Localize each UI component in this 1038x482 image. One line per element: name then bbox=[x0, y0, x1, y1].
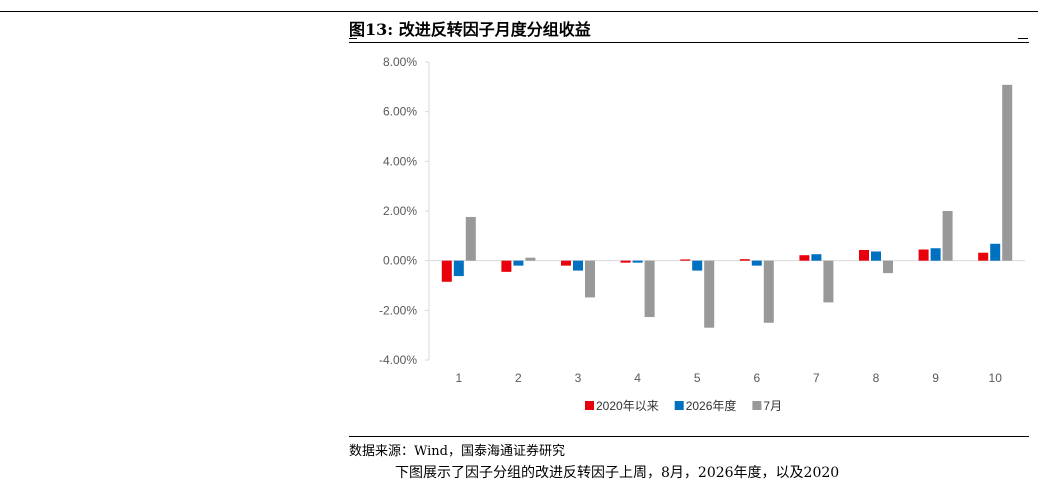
source-note: 数据来源：Wind，国泰海通证券研究 bbox=[349, 444, 565, 459]
y-tick-label: -2.00% bbox=[379, 303, 417, 317]
x-tick-label: 1 bbox=[455, 371, 462, 385]
bar bbox=[453, 260, 464, 277]
x-tick-label: 6 bbox=[753, 371, 760, 385]
legend-label: 2020年以来 bbox=[596, 399, 659, 413]
bar bbox=[942, 211, 953, 261]
legend-label: 2026年度 bbox=[686, 398, 737, 413]
x-tick-label: 8 bbox=[873, 371, 880, 385]
bar bbox=[585, 260, 595, 298]
legend: 2020年以来 2026年度 7月 bbox=[585, 398, 782, 413]
title-rule-left-mark bbox=[349, 38, 357, 39]
y-tick-label: 2.00% bbox=[383, 204, 417, 218]
bar bbox=[704, 260, 715, 328]
x-tick-label: 7 bbox=[813, 371, 820, 385]
bar bbox=[441, 260, 452, 282]
x-tick-label: 9 bbox=[932, 371, 939, 385]
bar bbox=[513, 260, 524, 266]
bar bbox=[561, 260, 571, 266]
bar bbox=[763, 260, 774, 323]
bar bbox=[811, 254, 822, 261]
bar bbox=[871, 251, 881, 261]
y-tick-label: 6.00% bbox=[383, 105, 417, 119]
legend-label: 7月 bbox=[763, 399, 782, 413]
bar bbox=[680, 259, 691, 261]
legend-swatch bbox=[585, 401, 594, 410]
bar bbox=[644, 260, 655, 318]
y-tick-label: 0.00% bbox=[383, 254, 417, 268]
bar bbox=[918, 249, 929, 261]
x-tick-label: 5 bbox=[694, 371, 701, 385]
bar bbox=[465, 216, 476, 261]
bar bbox=[990, 243, 1001, 261]
bar bbox=[501, 260, 512, 272]
bar bbox=[883, 260, 893, 274]
bar bbox=[751, 260, 762, 266]
bar bbox=[978, 252, 989, 261]
legend-swatch bbox=[752, 401, 762, 410]
legend-swatch bbox=[674, 401, 684, 410]
bars bbox=[441, 84, 1013, 328]
y-axis: -4.00% -2.00% 0.00% 2.00% 4.00% 6.00% 8.00% bbox=[379, 55, 430, 367]
bar bbox=[632, 260, 643, 263]
bar bbox=[525, 257, 536, 261]
x-tick-label: 4 bbox=[634, 371, 641, 385]
bar bbox=[799, 255, 810, 261]
bar bbox=[692, 260, 703, 271]
y-tick-label: -4.00% bbox=[379, 353, 417, 367]
bar bbox=[859, 249, 869, 261]
body-text: 下图展示了因子分组的改进反转因子上周，8月，2026年度，以及2020 bbox=[395, 465, 840, 481]
bar bbox=[1002, 84, 1013, 261]
figure-title: 图13: 改进反转因子月度分组收益 bbox=[349, 20, 591, 39]
bar bbox=[823, 260, 834, 303]
top-rule bbox=[0, 11, 1038, 12]
x-tick-label: 10 bbox=[989, 371, 1003, 385]
x-tick-label: 2 bbox=[515, 371, 522, 385]
bar bbox=[620, 260, 631, 263]
y-tick-label: 8.00% bbox=[383, 55, 417, 69]
bar bbox=[930, 248, 941, 261]
y-tick-label: 4.00% bbox=[383, 154, 417, 168]
bar bbox=[573, 260, 583, 271]
source-rule bbox=[349, 436, 1029, 437]
x-axis: 1 2 3 4 5 6 7 8 9 10 bbox=[429, 260, 1025, 385]
x-tick-label: 3 bbox=[575, 371, 582, 385]
title-rule bbox=[349, 42, 1029, 43]
bar bbox=[739, 259, 750, 261]
bar-chart: -4.00% -2.00% 0.00% 2.00% 4.00% 6.00% 8.00% 1 2… bbox=[379, 55, 1025, 413]
title-rule-right-mark bbox=[1018, 38, 1028, 39]
